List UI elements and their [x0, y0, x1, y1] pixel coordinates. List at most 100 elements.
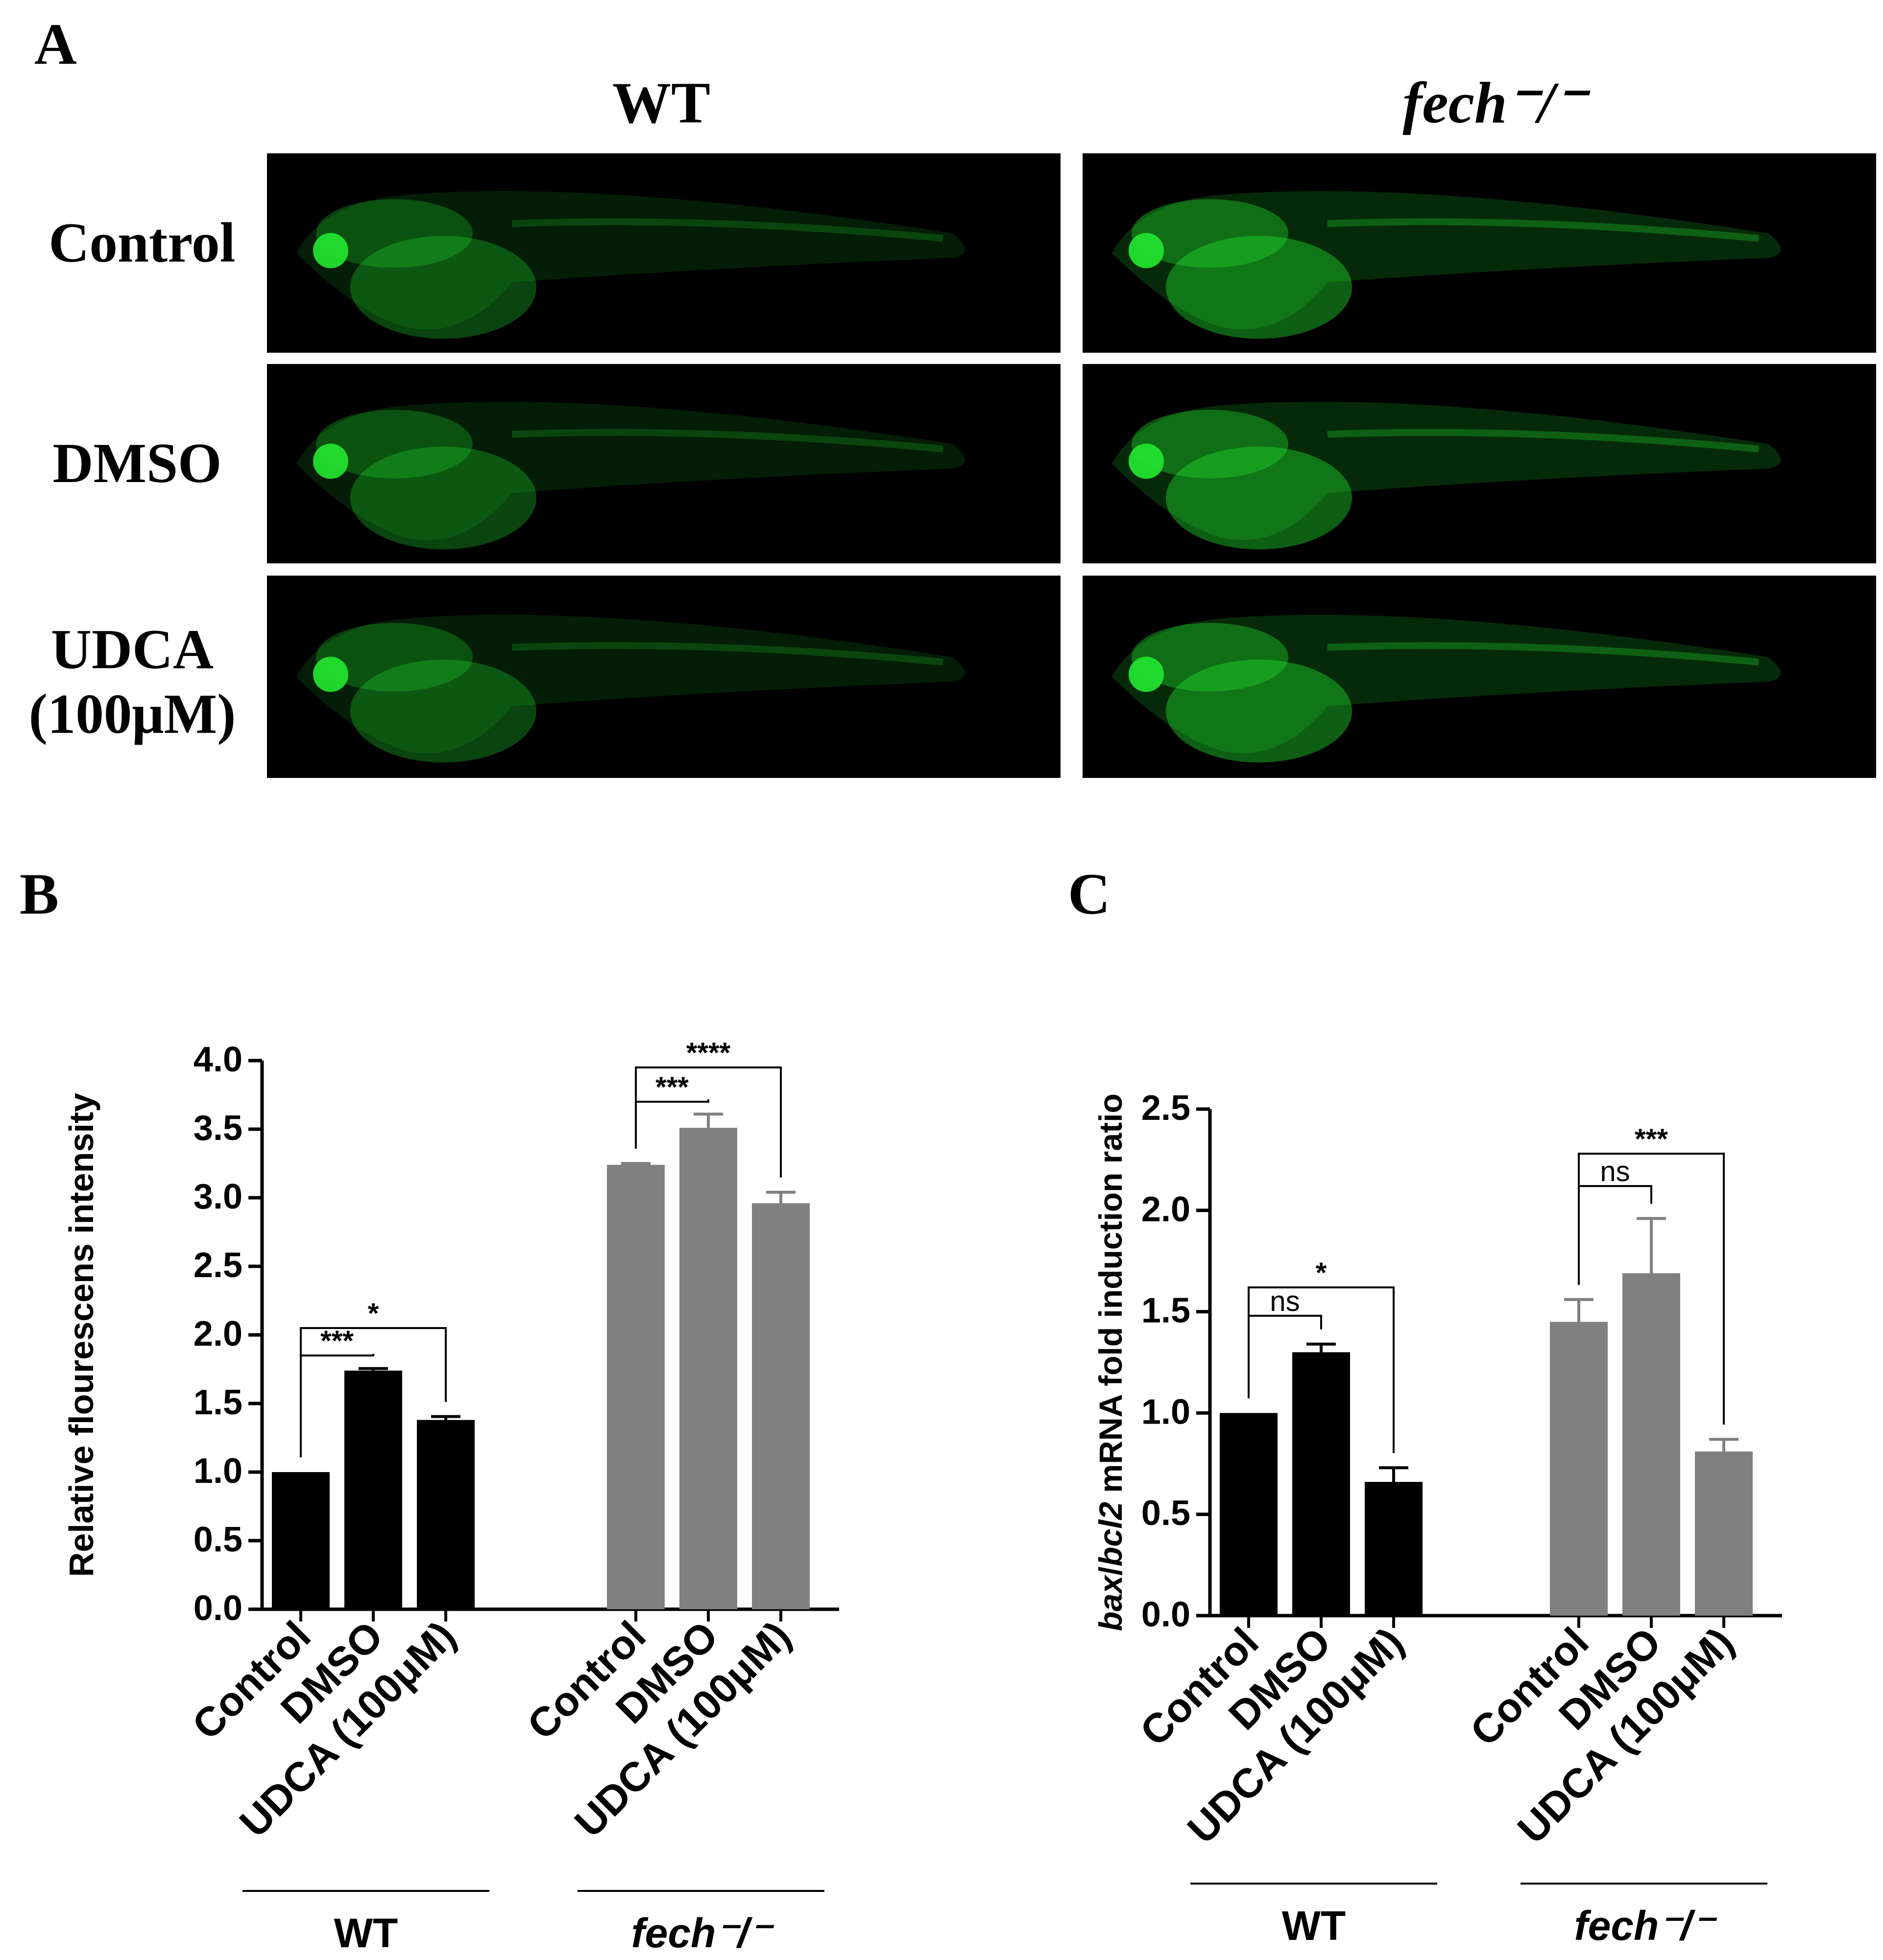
y-tick-label: 2.0	[1141, 1190, 1190, 1229]
row-label-line: Control	[48, 212, 236, 274]
micrograph-fech-udca	[1083, 576, 1876, 778]
y-tick-label: 2.5	[1141, 1089, 1190, 1128]
micrograph-fech-control	[1083, 153, 1876, 353]
fish-spine	[511, 218, 943, 242]
row-label-udca: UDCA (100μM)	[5, 617, 260, 747]
row-label-control: Control	[15, 211, 269, 275]
fish-yolk	[1166, 236, 1352, 339]
bar	[752, 1203, 810, 1609]
significance-label: ns	[1270, 1285, 1300, 1317]
y-tick-label: 3.5	[193, 1109, 242, 1148]
group-label: fech⁻/⁻	[631, 1910, 774, 1956]
y-tick-label: 2.0	[193, 1314, 242, 1354]
micrograph-wt-dmso	[267, 364, 1061, 563]
column-title-wt: WT	[612, 70, 711, 135]
y-tick-label: 1.5	[193, 1383, 242, 1422]
group-label: WT	[1282, 1903, 1346, 1949]
chart-c: 0.0 0.5 1.0 1.5 2.0 2.5 bax/bcl2 mRNA fold ind…	[1092, 1089, 1782, 1949]
fish-spine	[1327, 642, 1759, 666]
significance-label: ***	[655, 1071, 689, 1103]
fish-yolk	[350, 659, 536, 763]
column-title-fech: fech⁻/⁻	[1402, 70, 1586, 135]
chart-b: 0.0 0.5 1.0 1.5 2.0 2.5 3.0 3.5 4.0 Relative flou…	[62, 1037, 839, 1956]
fish-yolk	[350, 446, 536, 550]
row-label-line: (100μM)	[28, 683, 236, 746]
y-tick-label: 2.5	[193, 1246, 242, 1285]
panel-a-letter: A	[34, 11, 77, 76]
panel-b-letter: B	[20, 861, 59, 926]
fish-spine	[511, 642, 943, 666]
significance-label: ***	[320, 1325, 354, 1357]
row-label-line: UDCA	[50, 618, 214, 680]
significance-bracket	[1578, 1185, 1652, 1285]
fish-head	[316, 623, 473, 692]
y-tick-label: 0.5	[193, 1520, 242, 1559]
fish-body	[296, 191, 965, 330]
y-tick-label: 1.5	[1141, 1291, 1190, 1331]
bar	[1550, 1322, 1608, 1616]
fish-yolk	[350, 236, 536, 339]
fish-head	[1132, 199, 1288, 268]
bar	[272, 1472, 330, 1609]
y-axis-label: Relative flourescens intensity	[62, 1093, 100, 1577]
fish-spine	[511, 429, 943, 453]
group-label: WT	[334, 1910, 398, 1956]
y-label-separator: /	[1092, 1567, 1129, 1575]
y-label-gene-2: bcl2	[1092, 1501, 1129, 1566]
y-label-gene-1: bax	[1092, 1574, 1129, 1631]
micrograph-wt-control	[267, 153, 1061, 353]
fish-body	[1112, 402, 1781, 540]
bar	[1292, 1352, 1350, 1616]
row-label-line: DMSO	[52, 432, 222, 494]
significance-label: *	[368, 1298, 379, 1330]
fish-eye	[1129, 443, 1164, 479]
significance-bracket	[635, 1066, 782, 1178]
y-tick-label: 0.0	[1141, 1595, 1190, 1634]
fish-body	[1112, 615, 1781, 753]
fish-body	[1112, 191, 1781, 330]
fish-eye	[1129, 233, 1164, 268]
bar	[607, 1164, 665, 1609]
panel-c-letter: C	[1068, 861, 1110, 926]
significance-bracket	[300, 1327, 447, 1457]
fish-eye	[313, 656, 348, 692]
bar	[1365, 1482, 1423, 1616]
fish-yolk	[1166, 446, 1352, 550]
row-label-dmso: DMSO	[10, 431, 265, 496]
fish-eye	[313, 443, 348, 479]
fish-head	[316, 410, 473, 479]
fish-body	[296, 402, 965, 540]
micrograph-wt-udca	[267, 576, 1061, 778]
y-tick-label: 3.0	[193, 1177, 242, 1216]
fish-eye	[313, 233, 348, 268]
fish-body	[296, 615, 965, 753]
group-label: fech⁻/⁻	[1574, 1903, 1717, 1949]
fish-spine	[1327, 429, 1759, 453]
y-label-rest: mRNA fold induction ratio	[1092, 1093, 1129, 1501]
fish-head	[1132, 410, 1288, 479]
y-axis-label: bax/bcl2 mRNA fold induction ratio	[1092, 1093, 1129, 1631]
y-tick-label: 0.5	[1141, 1494, 1190, 1533]
significance-label: ns	[1600, 1156, 1630, 1187]
y-tick-label: 4.0	[193, 1040, 242, 1079]
significance-bracket	[1578, 1152, 1725, 1425]
fish-eye	[1129, 656, 1164, 692]
fish-spine	[1327, 218, 1759, 242]
fish-yolk	[1166, 659, 1352, 763]
bar	[1622, 1273, 1680, 1616]
bar	[1220, 1413, 1278, 1616]
significance-label: *	[1316, 1257, 1327, 1289]
bar	[417, 1420, 475, 1609]
micrograph-fech-dmso	[1083, 364, 1876, 563]
y-tick-label: 1.0	[1141, 1392, 1190, 1431]
fish-head	[1132, 623, 1288, 692]
fish-head	[316, 199, 473, 268]
bar	[344, 1370, 402, 1609]
significance-bracket	[1248, 1286, 1395, 1453]
bar	[1695, 1451, 1753, 1616]
significance-label: ****	[686, 1037, 731, 1069]
y-tick-label: 0.0	[193, 1589, 242, 1628]
y-tick-label: 1.0	[193, 1452, 242, 1491]
bar	[679, 1128, 737, 1609]
significance-label: ***	[1635, 1123, 1668, 1155]
